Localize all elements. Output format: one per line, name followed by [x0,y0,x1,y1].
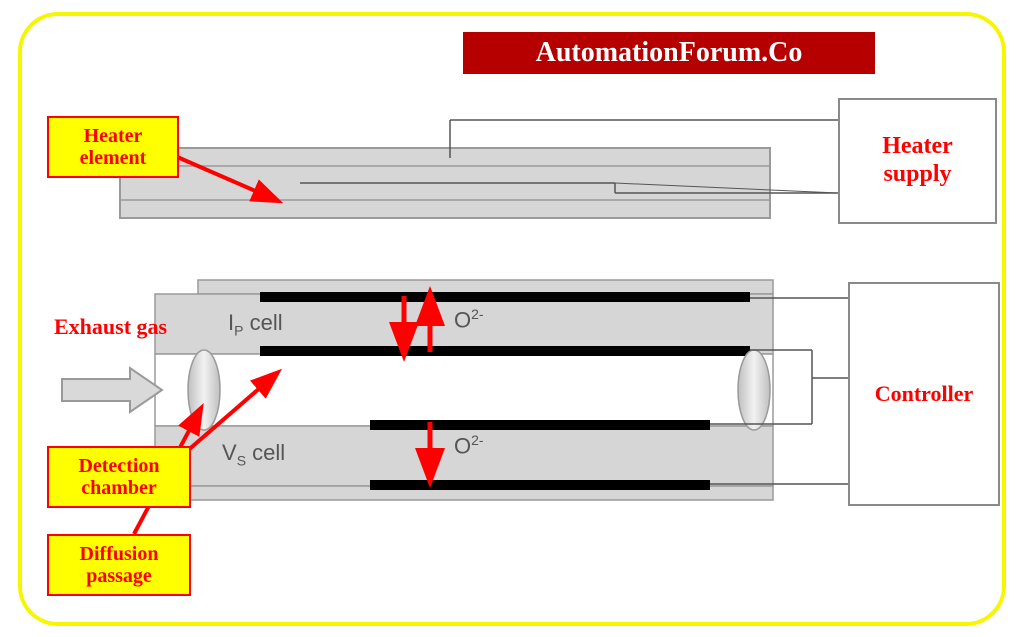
o2-top-label: O2- [454,306,484,333]
ip-cell-label: IP cell [228,310,283,338]
label-detection-chamber: Detection chamber [47,446,191,508]
o2-bottom-label: O2- [454,432,484,459]
vs-cell-label: VS cell [222,440,285,468]
exhaust-gas-label: Exhaust gas [54,314,167,340]
label-diffusion-passage: Diffusion passage [47,534,191,596]
heater-supply-box: Heater supply [838,98,997,224]
label-heater-element: Heater element [47,116,179,178]
site-banner: AutomationForum.Co [463,32,875,74]
controller-box: Controller [848,282,1000,506]
